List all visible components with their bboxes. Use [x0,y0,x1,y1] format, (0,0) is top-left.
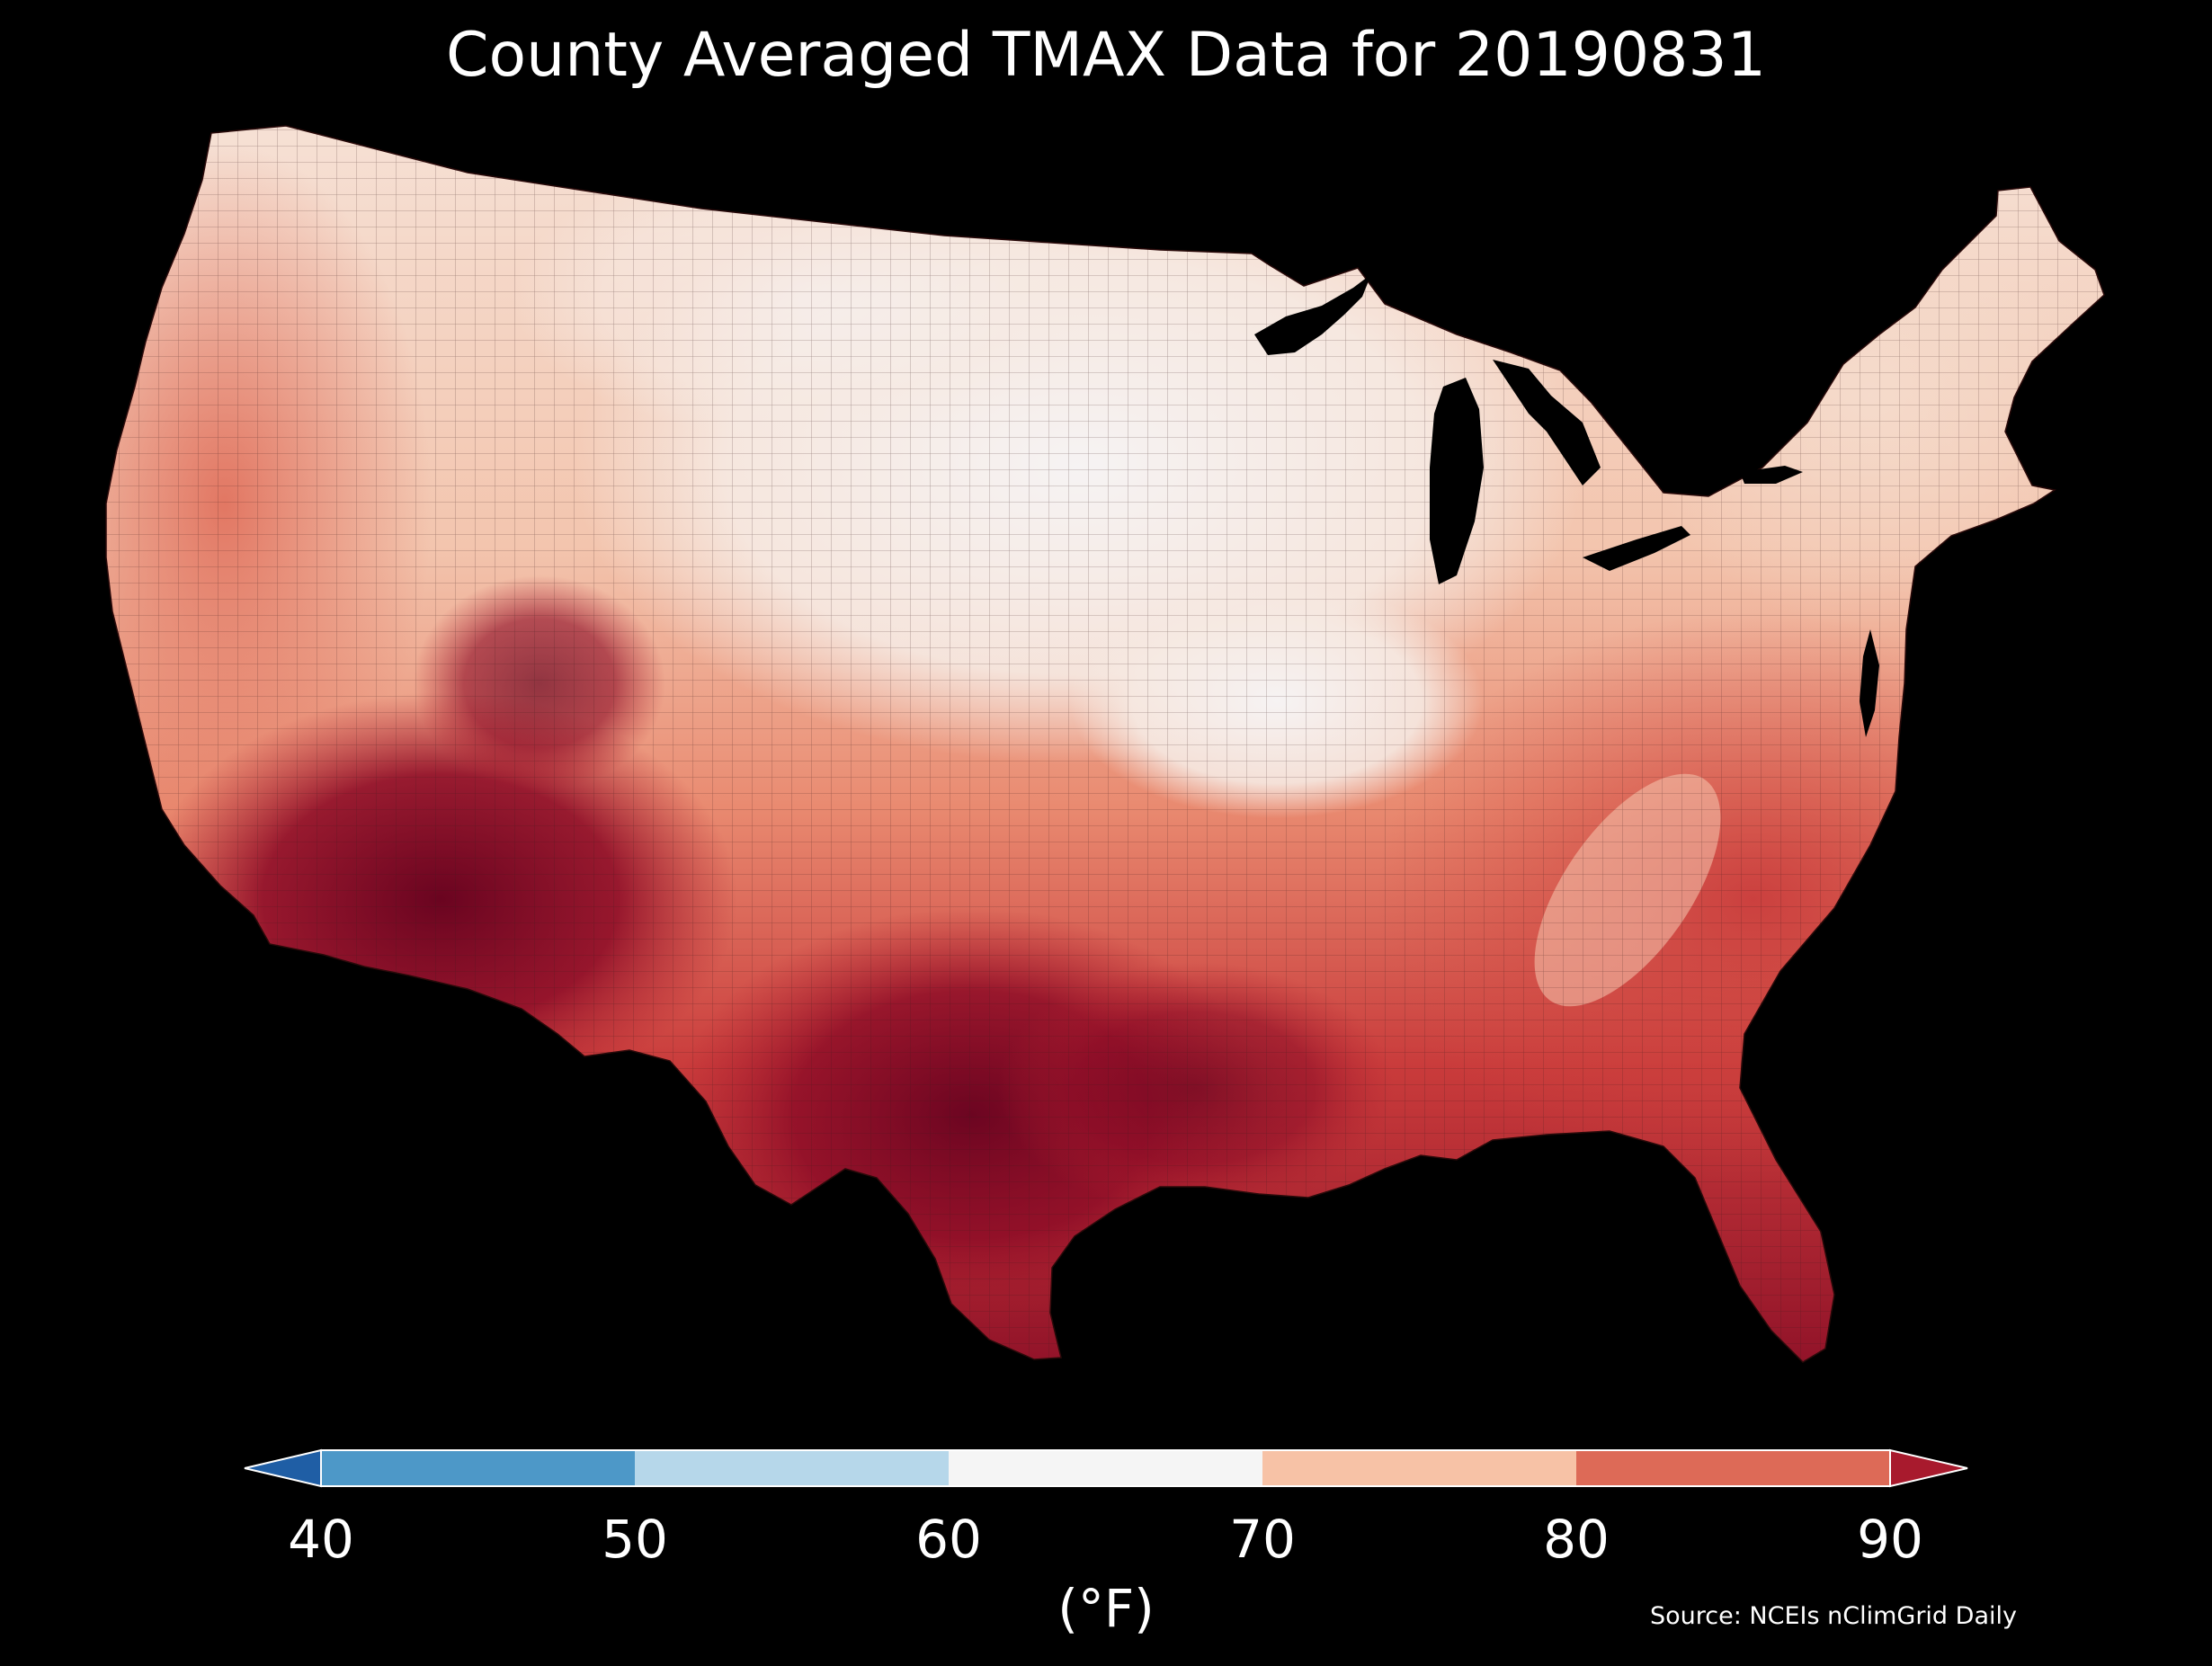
source-credit: Source: NCEIs nClimGrid Daily [1650,1602,2017,1630]
county-fill-layer [106,126,2104,1362]
colorbar [244,1448,1968,1488]
colorbar-tick-label: 40 [288,1509,354,1570]
colorbar-bin-50-60 [635,1450,949,1486]
colorbar-bin-below-40 [244,1448,322,1488]
lake-erie [1583,526,1690,571]
colorbar-bin-40-50 [321,1450,635,1486]
colorbar-frame [320,1449,1891,1487]
colorbar-bin-above-90 [1889,1448,1968,1488]
colorbar-bin-70-80 [1262,1450,1576,1486]
lake-michigan [1430,378,1484,584]
map-title: County Averaged TMAX Data for 20190831 [446,20,1766,91]
colorbar-label: (°F) [1057,1578,1155,1639]
colorbar-bin-80-90 [1576,1450,1890,1486]
lake-ontario [1740,466,1803,484]
colorbar-tick-label: 90 [1857,1509,1923,1570]
colorbar-tick-label: 50 [602,1509,668,1570]
lake-superior [1254,274,1371,355]
chesapeake-bay [1860,629,1879,737]
colorbar-tick-label: 80 [1543,1509,1610,1570]
colorbar-tick-label: 60 [915,1509,982,1570]
colorbar-tick-label: 70 [1229,1509,1296,1570]
colorbar-bin-60-70 [949,1450,1262,1486]
lake-huron [1493,360,1601,486]
great-lakes [1254,274,1879,737]
